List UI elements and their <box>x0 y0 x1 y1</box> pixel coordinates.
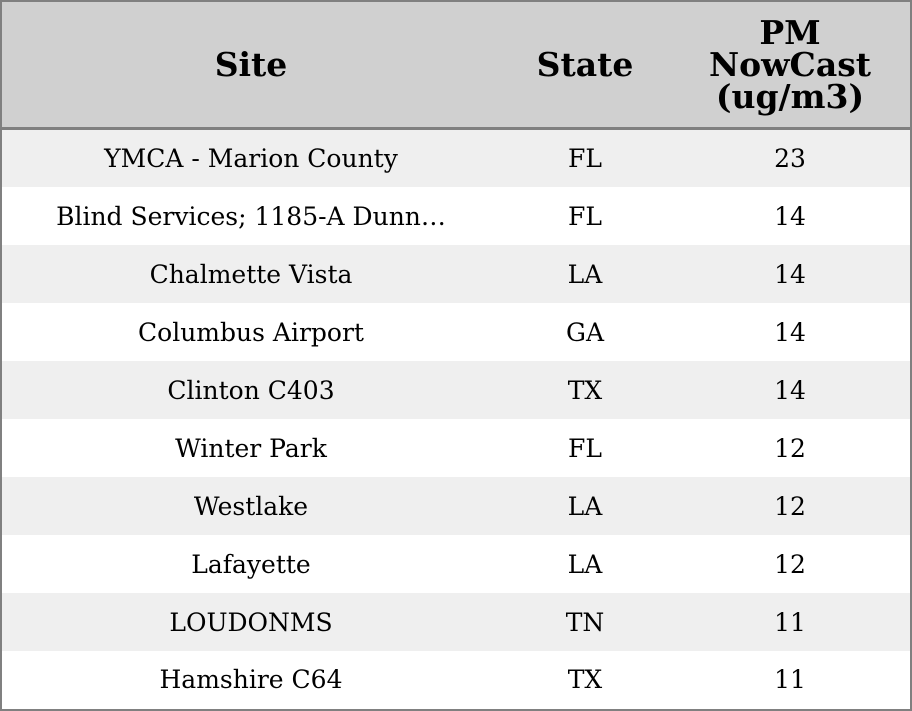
cell-site: Chalmette Vista <box>2 245 500 303</box>
table-row[interactable]: Westlake LA 12 <box>2 477 910 535</box>
cell-site: Clinton C403 <box>2 361 500 419</box>
cell-site: Westlake <box>2 477 500 535</box>
column-header-state[interactable]: State <box>500 2 670 130</box>
cell-state: TX <box>500 651 670 708</box>
column-header-site[interactable]: Site <box>2 2 500 130</box>
cell-state: TN <box>500 593 670 651</box>
cell-site: Winter Park <box>2 419 500 477</box>
cell-state: FL <box>500 128 670 187</box>
cell-pm-nowcast: 14 <box>670 361 910 419</box>
cell-state: FL <box>500 419 670 477</box>
cell-site: LOUDONMS <box>2 593 500 651</box>
cell-state: FL <box>500 187 670 245</box>
table-row[interactable]: Lafayette LA 12 <box>2 535 910 593</box>
cell-site: Hamshire C64 <box>2 651 500 708</box>
table-row[interactable]: Chalmette Vista LA 14 <box>2 245 910 303</box>
table-header: Site State PM NowCast (ug/m3) <box>2 2 910 130</box>
column-header-pm-nowcast[interactable]: PM NowCast (ug/m3) <box>670 2 910 130</box>
table-row[interactable]: Winter Park FL 12 <box>2 419 910 477</box>
cell-site: Columbus Airport <box>2 303 500 361</box>
cell-pm-nowcast: 11 <box>670 651 910 708</box>
cell-pm-nowcast: 12 <box>670 535 910 593</box>
table-row[interactable]: Clinton C403 TX 14 <box>2 361 910 419</box>
cell-pm-nowcast: 14 <box>670 303 910 361</box>
table-row[interactable]: Blind Services; 1185-A Dunn… FL 14 <box>2 187 910 245</box>
cell-pm-nowcast: 12 <box>670 477 910 535</box>
cell-state: LA <box>500 477 670 535</box>
cell-state: LA <box>500 245 670 303</box>
cell-site: YMCA - Marion County <box>2 128 500 187</box>
pm-header-line-2: NowCast <box>708 44 872 84</box>
cell-state: GA <box>500 303 670 361</box>
cell-site: Lafayette <box>2 535 500 593</box>
pm-header-line-1: PM <box>759 12 821 52</box>
cell-pm-nowcast: 11 <box>670 593 910 651</box>
pm-header-line-3: (ug/m3) <box>715 76 865 116</box>
table-row[interactable]: Hamshire C64 TX 11 <box>2 651 910 708</box>
cell-state: TX <box>500 361 670 419</box>
cell-site: Blind Services; 1185-A Dunn… <box>2 187 500 245</box>
header-row: Site State PM NowCast (ug/m3) <box>2 2 910 130</box>
table-body: YMCA - Marion County FL 23 Blind Services; … <box>2 128 910 708</box>
cell-pm-nowcast: 12 <box>670 419 910 477</box>
table-row[interactable]: LOUDONMS TN 11 <box>2 593 910 651</box>
cell-pm-nowcast: 14 <box>670 245 910 303</box>
cell-state: LA <box>500 535 670 593</box>
table-row[interactable]: Columbus Airport GA 14 <box>2 303 910 361</box>
cell-pm-nowcast: 23 <box>670 128 910 187</box>
cell-pm-nowcast: 14 <box>670 187 910 245</box>
table-row[interactable]: YMCA - Marion County FL 23 <box>2 128 910 187</box>
